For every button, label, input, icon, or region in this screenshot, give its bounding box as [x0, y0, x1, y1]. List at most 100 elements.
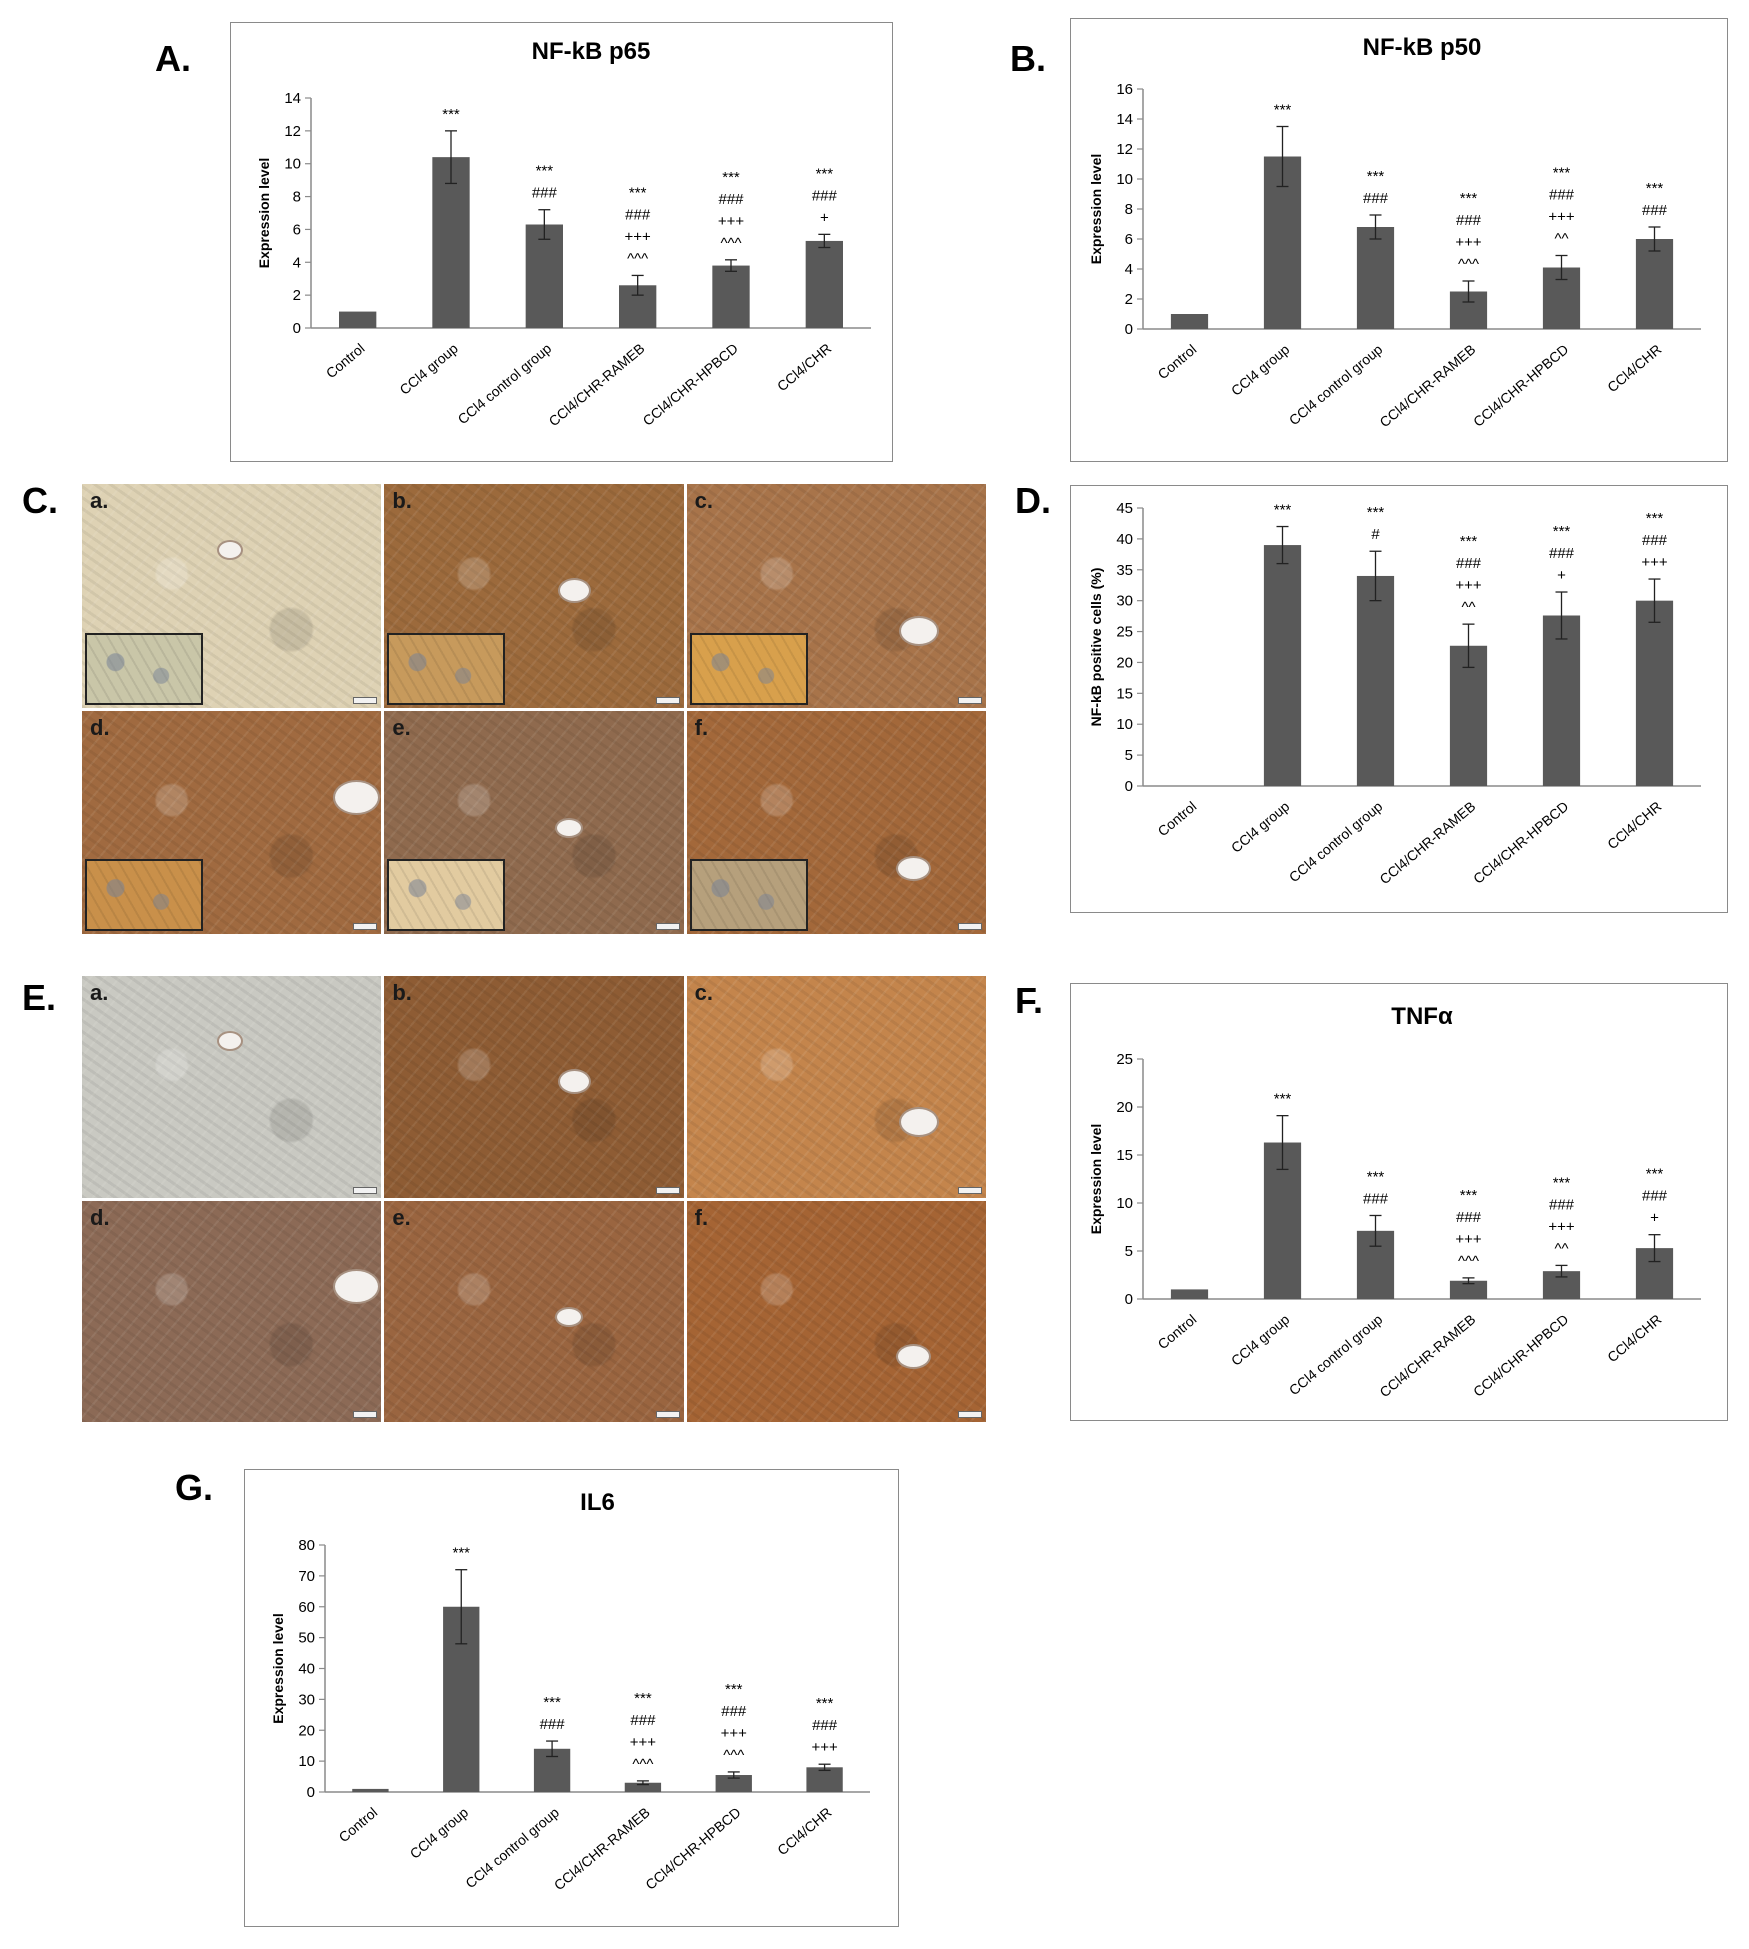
- significance-label: ###: [1456, 555, 1482, 572]
- y-tick-label: 20: [1116, 654, 1133, 671]
- chart-title: TNFα: [1391, 1003, 1453, 1030]
- y-tick-label: 2: [1125, 291, 1133, 308]
- significance-label: ***: [1553, 165, 1571, 182]
- micrograph-c-c: c.: [686, 484, 986, 708]
- bar: [805, 240, 843, 328]
- chart-box-g: IL6 Expression level 0 10 20 30 40 50 60 70 80 Cont…: [244, 1469, 899, 1927]
- bar: [1542, 615, 1581, 786]
- x-tick-label: CCl4/CHR-RAMEB: [1376, 1311, 1478, 1400]
- magnified-inset: [85, 859, 203, 931]
- micrograph-c-b: b.: [384, 484, 684, 708]
- x-tick-label: CCl4 group: [407, 1804, 472, 1862]
- micrograph-c-d: d.: [82, 710, 382, 934]
- significance-label: ###: [630, 1712, 656, 1729]
- scale-bar: [958, 923, 982, 930]
- micrograph-label: d.: [90, 1204, 110, 1230]
- chart-box-f: TNFα Expression level 0 5 10 15 20 25 Control ***…: [1070, 983, 1728, 1421]
- micrograph-label: d.: [90, 714, 110, 740]
- chart-a: NF-kB p65 Expression level 0 2 4 6 8 10 12 14 Cont…: [256, 38, 871, 429]
- x-tick-label: CCl4 control group: [1286, 1311, 1386, 1398]
- bar: [806, 1767, 843, 1792]
- y-tick-label: 0: [1125, 1291, 1133, 1308]
- y-tick-label: 5: [1125, 747, 1133, 764]
- y-axis-label: NF-kB positive cells (%): [1088, 568, 1104, 727]
- bar: [1170, 314, 1209, 329]
- vessel-lumen: [557, 577, 591, 603]
- bar: [432, 157, 470, 328]
- x-tick-label: CCl4/CHR: [1604, 341, 1664, 395]
- panel-label-c: C.: [22, 480, 58, 521]
- y-tick-label: 45: [1116, 500, 1133, 517]
- significance-label: ***: [1460, 533, 1478, 550]
- x-tick-label: CCl4 group: [396, 340, 461, 398]
- significance-label: ^^^: [1458, 256, 1479, 273]
- y-tick-label: 6: [293, 221, 301, 238]
- vessel-lumen: [896, 1344, 932, 1370]
- bar: [712, 265, 750, 328]
- significance-label: +: [820, 209, 829, 226]
- y-tick-label: 4: [293, 254, 301, 271]
- x-tick-label: CCl4/CHR-RAMEB: [551, 1804, 653, 1893]
- significance-label: ^^^: [632, 1756, 653, 1773]
- y-tick-label: 10: [1116, 716, 1133, 733]
- y-tick-label: 4: [1125, 261, 1133, 278]
- significance-label: +++: [1455, 577, 1482, 594]
- magnified-inset: [85, 632, 203, 705]
- micrograph-grid-e: a. b. c. d. e. f.: [82, 976, 986, 1422]
- bar: [1449, 645, 1488, 786]
- significance-label: ###: [532, 185, 558, 202]
- significance-label: ***: [442, 106, 460, 123]
- significance-label: +++: [1455, 234, 1482, 251]
- significance-label: ***: [1274, 102, 1292, 119]
- significance-label: ###: [1549, 545, 1575, 562]
- y-tick-label: 8: [293, 189, 301, 206]
- significance-label: #: [1371, 526, 1380, 543]
- significance-label: +: [1650, 1210, 1659, 1227]
- significance-label: ^^: [1554, 231, 1568, 248]
- bar: [525, 224, 563, 328]
- vessel-lumen: [216, 539, 243, 560]
- significance-label: ^^^: [720, 235, 741, 252]
- x-tick-label: CCl4 group: [1228, 341, 1293, 399]
- significance-label: +++: [1641, 554, 1668, 571]
- x-tick-label: Control: [1155, 341, 1200, 382]
- micrograph-label: e.: [392, 1204, 411, 1230]
- chart-box-a: NF-kB p65 Expression level 0 2 4 6 8 10 12 14 Cont…: [230, 22, 893, 462]
- vessel-lumen: [896, 855, 932, 881]
- micrograph-e-a: a.: [82, 976, 382, 1198]
- chart-g: IL6 Expression level 0 10 20 30 40 50 60 70 80 Cont…: [270, 1489, 870, 1893]
- significance-label: +++: [1548, 209, 1575, 226]
- y-tick-label: 0: [307, 1784, 315, 1801]
- significance-label: ***: [722, 169, 740, 186]
- chart-box-b: NF-kB p50 Expression level 0 2 4 6 8 10 12 14 16 Co…: [1070, 18, 1728, 462]
- significance-label: ###: [1363, 190, 1389, 207]
- y-tick-label: 8: [1125, 201, 1133, 218]
- micrograph-label: b.: [392, 980, 412, 1005]
- significance-label: ###: [1456, 212, 1482, 229]
- y-tick-label: 60: [298, 1599, 315, 1616]
- bar: [624, 1782, 662, 1792]
- micrograph-label: e.: [392, 714, 411, 740]
- scale-bar: [353, 696, 378, 704]
- bar: [1356, 575, 1395, 786]
- panel-label-e: E.: [22, 977, 57, 1018]
- significance-label: +++: [625, 228, 652, 245]
- y-tick-label: 2: [293, 287, 301, 304]
- y-tick-label: 50: [298, 1630, 315, 1647]
- y-tick-label: 6: [1125, 231, 1133, 248]
- chart-box-d: NF-kB positive cells (%) 0 5 10 15 20 25 30 35 40…: [1070, 485, 1728, 913]
- x-tick-label: Control: [335, 1804, 380, 1845]
- micrograph-e-b: b.: [384, 976, 684, 1198]
- y-tick-label: 10: [284, 156, 301, 173]
- scale-bar: [353, 1411, 378, 1418]
- micrograph-e-e: e.: [384, 1200, 684, 1422]
- y-tick-label: 15: [1116, 685, 1133, 702]
- y-axis-label: Expression level: [270, 1613, 286, 1724]
- micrograph-label: a.: [90, 980, 109, 1005]
- panel-label-d: D.: [1015, 480, 1051, 521]
- chart-title: NF-kB p65: [532, 38, 651, 65]
- scale-bar: [958, 1186, 982, 1194]
- x-tick-label: CCl4 control group: [1286, 341, 1386, 428]
- magnified-inset: [689, 859, 808, 931]
- y-axis-label: Expression level: [1088, 1124, 1104, 1235]
